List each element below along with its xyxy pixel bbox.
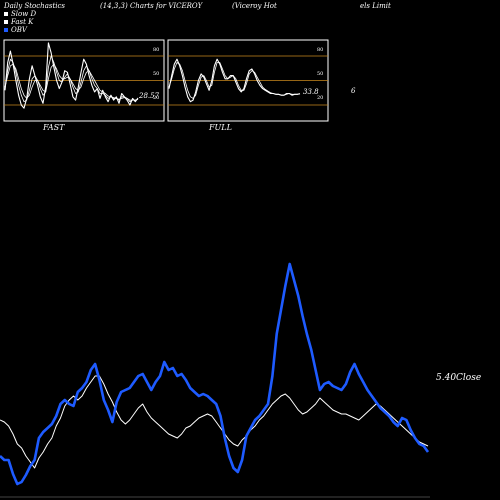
- full-stochastics-panel: 80 50 20 33.8: [167, 39, 329, 122]
- full-tick-50: 50: [317, 71, 323, 77]
- full-panel-label: FULL: [208, 123, 232, 132]
- fast-last-value: 28.57: [138, 92, 160, 100]
- chart-title-mid: (14,3,3) Charts for VICEROY: [100, 2, 204, 10]
- price-series-line: [0, 375, 429, 469]
- legend-swatch-obv: [4, 28, 8, 32]
- close-price-label: 5.40Close: [436, 373, 481, 383]
- obv-series-line: [0, 262, 430, 486]
- chart-title-right-a: (Viceroy Hot: [232, 2, 277, 10]
- obv-price-series-group: [0, 262, 430, 486]
- legend-swatch-fast-k: [4, 20, 8, 24]
- legend-label-fast-k: Fast K: [10, 18, 34, 26]
- fast-series-group: [4, 42, 139, 109]
- legend: Slow D Fast K OBV: [4, 10, 36, 34]
- fast-tick-20: 20: [153, 95, 159, 101]
- full-series-group: [168, 58, 301, 103]
- fast-tick-80: 80: [153, 47, 159, 53]
- full-last-value: 33.8: [303, 88, 319, 96]
- legend-swatch-slow-d: [4, 12, 8, 16]
- close-price-value: 5.40: [436, 373, 456, 383]
- fast-series-line-1: [4, 42, 139, 109]
- chart-title-left: Daily Stochastics: [3, 2, 65, 10]
- full-tick-80: 80: [317, 47, 323, 53]
- fast-tick-50: 50: [153, 71, 159, 77]
- fast-panel-label: FAST: [42, 123, 65, 132]
- close-price-suffix: Close: [456, 373, 481, 383]
- full-tick-20: 20: [317, 95, 323, 101]
- full-overflow-digit: 6: [351, 87, 356, 95]
- fast-stochastics-panel: 80 50 20 28.57: [3, 39, 165, 122]
- full-series-line-2: [168, 62, 301, 99]
- chart-title-right-b: els Limit: [360, 2, 391, 10]
- legend-label-obv: OBV: [11, 26, 28, 34]
- legend-label-slow-d: Slow D: [11, 10, 36, 18]
- fast-series-line-3: [4, 63, 139, 101]
